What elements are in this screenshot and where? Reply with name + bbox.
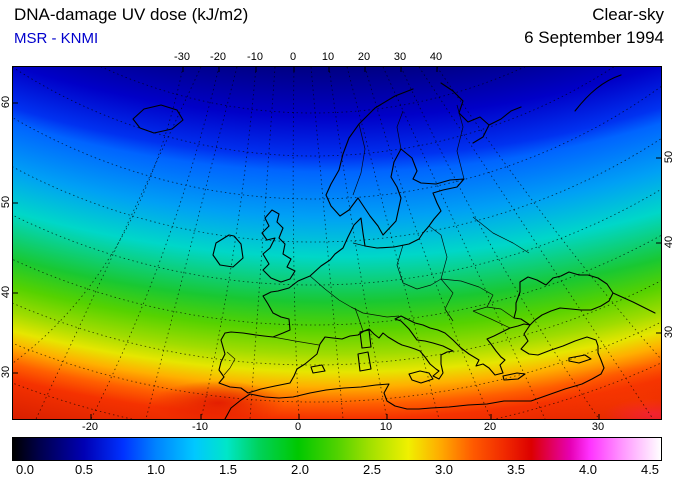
colorbar-tick: 3.5	[506, 462, 526, 477]
graticule-meridians	[13, 67, 661, 419]
coast-turkey-west	[520, 324, 539, 356]
bottom-axis-tick: -20	[82, 421, 98, 433]
map-overlay	[13, 67, 661, 419]
coast-sicily	[408, 370, 434, 384]
uv-dose-map	[12, 66, 662, 420]
top-axis-tick: 10	[321, 51, 335, 63]
colorbar-tick: 3.0	[434, 462, 454, 477]
country-borders	[223, 104, 530, 376]
right-axis-tick: 40	[663, 235, 675, 249]
page-title: DNA-damage UV dose (kJ/m2)	[14, 5, 249, 24]
colorbar-tick: 2.5	[362, 462, 382, 477]
bottom-axis-tick: -10	[192, 421, 208, 433]
coast-white-sea	[440, 82, 522, 144]
coast-sardinia	[357, 351, 372, 372]
top-axis-tick: 20	[357, 51, 371, 63]
coast-great-britain	[261, 209, 296, 283]
axis-ticks	[13, 67, 661, 419]
coast-africa-levant	[224, 345, 605, 419]
left-axis-tick: 60	[0, 95, 12, 109]
coast-turkey-south	[537, 336, 599, 356]
coast-cyprus	[568, 354, 592, 364]
right-axis-tick: 30	[663, 325, 675, 339]
colorbar-tick: 1.0	[146, 462, 166, 477]
bottom-axis-tick: 0	[294, 421, 302, 433]
coast-caucasus	[612, 292, 656, 314]
coast-arctic	[574, 74, 622, 112]
bottom-axis-tick: 30	[591, 421, 605, 433]
colorbar-tick: 0.0	[15, 462, 35, 477]
coastlines	[132, 74, 656, 419]
left-axis-tick: 40	[0, 285, 12, 299]
colorbar	[12, 437, 662, 461]
graticule-parallels	[13, 67, 661, 419]
condition-label: Clear-sky	[592, 5, 664, 24]
coast-black-sea	[513, 271, 614, 326]
coast-mallorca	[310, 364, 326, 374]
colorbar-tick: 2.0	[290, 462, 310, 477]
colorbar-tick: 1.5	[218, 462, 238, 477]
bottom-axis-tick: 10	[379, 421, 393, 433]
coast-ireland	[212, 234, 244, 268]
left-axis-tick: 30	[0, 365, 12, 379]
coast-mainland-europe	[218, 88, 531, 394]
top-axis-tick: 0	[289, 51, 297, 63]
coast-corsica	[359, 329, 372, 349]
right-axis-tick: 50	[663, 150, 675, 164]
top-axis-tick: 30	[393, 51, 407, 63]
colorbar-tick: 4.5	[640, 462, 660, 477]
coast-crete	[502, 372, 526, 381]
left-axis-tick: 50	[0, 195, 12, 209]
date-label: 6 September 1994	[524, 28, 664, 47]
colorbar-tick: 4.0	[578, 462, 598, 477]
top-axis-tick: -20	[210, 51, 226, 63]
coast-iceland	[132, 104, 184, 134]
top-axis-tick: 40	[429, 51, 443, 63]
source-label: MSR - KNMI	[14, 30, 99, 47]
colorbar-tick: 0.5	[74, 462, 94, 477]
top-axis-tick: -10	[247, 51, 263, 63]
bottom-axis-tick: 20	[483, 421, 497, 433]
top-axis-tick: -30	[174, 51, 190, 63]
